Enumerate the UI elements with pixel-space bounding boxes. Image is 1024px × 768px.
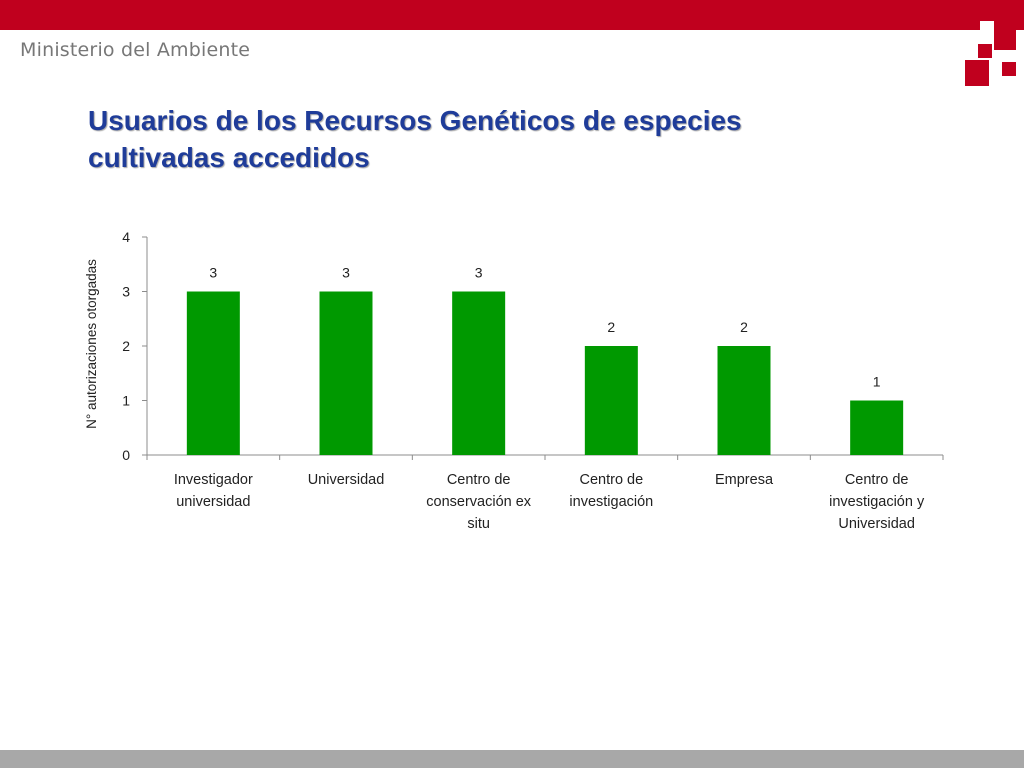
data-label: 3 (342, 265, 350, 281)
category-label: Investigador (174, 472, 253, 488)
category-label: conservación ex (426, 494, 532, 510)
y-axis-title: N° autorizaciones otorgadas (84, 259, 99, 429)
y-tick-label: 2 (122, 338, 130, 354)
category-label: universidad (176, 494, 250, 510)
category-label: situ (467, 516, 490, 532)
category-label: investigación (569, 494, 653, 510)
y-tick-label: 1 (122, 393, 130, 409)
bar (717, 346, 771, 455)
data-label: 3 (475, 265, 483, 281)
bar (850, 400, 904, 455)
y-tick-label: 0 (122, 447, 130, 463)
category-label: Centro de (447, 472, 511, 488)
bar (584, 346, 638, 455)
category-label: Universidad (838, 516, 915, 532)
y-tick-label: 4 (122, 229, 130, 245)
category-label: Universidad (308, 472, 385, 488)
y-tick-label: 3 (122, 284, 130, 300)
data-label: 2 (607, 319, 615, 335)
ministry-name: Ministerio del Ambiente (20, 39, 251, 61)
data-label: 2 (740, 319, 748, 335)
slide-title: Usuarios de los Recursos Genéticos de es… (88, 105, 742, 173)
footer-bar (0, 750, 1024, 768)
bar (319, 291, 373, 455)
category-label: Centro de (579, 472, 643, 488)
bar (452, 291, 506, 455)
category-label: investigación y (829, 494, 925, 510)
category-label: Centro de (845, 472, 909, 488)
category-label: Empresa (715, 472, 774, 488)
ministry-logo-icon (965, 21, 1016, 86)
bar (186, 291, 240, 455)
data-label: 3 (209, 265, 217, 281)
top-banner (0, 0, 1024, 30)
data-label: 1 (873, 374, 881, 390)
